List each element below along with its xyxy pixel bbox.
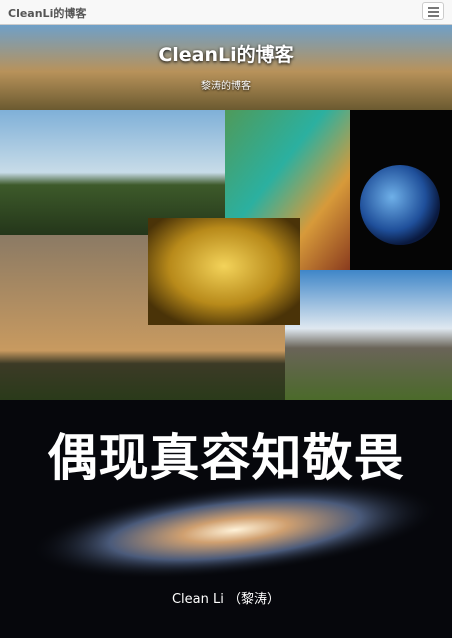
menu-toggle[interactable]: [422, 2, 444, 20]
background-art: [0, 25, 452, 638]
navbar: CleanLi的博客: [0, 0, 452, 25]
header-title: CleanLi的博客: [158, 44, 294, 66]
header-subtitle: 黎涛的博客: [201, 81, 251, 92]
cover-title: 偶现真容知敬畏: [47, 429, 405, 487]
brand-link[interactable]: CleanLi的博客: [8, 7, 87, 20]
cover-author: Clean Li （黎涛）: [171, 592, 280, 607]
